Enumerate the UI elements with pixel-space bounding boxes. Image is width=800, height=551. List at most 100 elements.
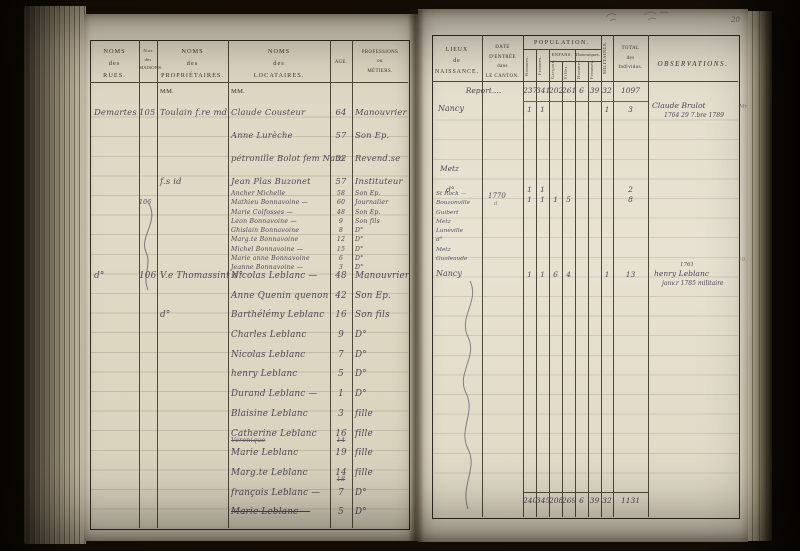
table-row: Marie Leblanc 19 fille [90,448,408,468]
tenant-name-cell: henry Leblanc [228,369,330,389]
grand-total: 1131 [620,496,641,505]
profession-cell: Manouvrier [355,107,407,117]
street-cell [90,448,139,468]
ledger-ruling [433,101,738,491]
age-value: 48 [335,271,347,281]
tenant-name: Durand Leblanc — [231,389,318,400]
column-header-total: TOTAL des Individus. [618,46,643,70]
tenant-name-cell: Barthélémy Leblanc [228,310,330,330]
street-cell [90,330,139,350]
pop-hommes: 1 [527,185,532,194]
total-garcons: 208 [549,496,564,505]
birthplace: St Rock — [436,191,467,197]
age-cell: 19 [330,448,352,468]
pencil-marks [605,11,669,22]
street-cell [90,389,139,409]
age-cell: 32 [330,153,352,176]
proprietor-cell [157,199,228,208]
subcolumn-label: Femmes. [537,55,542,76]
age-cell: 57 [330,130,352,153]
table-row: Blaisine Leblanc 3 fille [90,409,408,429]
population-marks-row: 1 1 2 [418,185,738,197]
profession-cell: Revend.se [355,153,401,163]
household-rows-cousteur: Demartes 105 Toulain f.re md Claude Cous… [90,107,408,199]
tenant-name-cell: Nicolas Leblanc [228,350,330,370]
tenant-name: Marie anne Bonnavoine [231,255,310,263]
pop-total: 2 [628,185,633,194]
house-number-cell [139,153,157,176]
right-page-fold-edge [746,11,772,541]
population-marks-row: 1 1 6 4 1 13 [418,270,738,282]
age-value: 5 [338,369,344,380]
birthplace: Nancy [436,269,462,278]
house-number-cell [139,130,157,153]
report-filles: 261 [562,86,577,95]
age-cell: 9 [330,330,352,350]
age-cell: 48 [330,271,352,291]
proprietor-cell: V.e Thomassint d° [160,271,244,281]
birthplace: d° [446,185,455,194]
pop-femmes: 1 [540,195,545,204]
tenant-name-cell: Michel Bonnavoine — [228,246,330,255]
column-header-militaires: MILITAIRES. [602,41,607,75]
profession-cell: D° [355,507,367,518]
profession-cell: D° [355,227,364,235]
age-value: 16 [335,428,347,439]
profession-cell: fille [355,448,373,459]
grid-line [157,40,158,528]
column-header-lieux: LIEUX de NAISSANCE. [435,47,479,75]
left-page: NOMS des RUES. N.os des MAISONS. NOMS de… [84,14,418,541]
house-number-cell [139,330,157,350]
profession-cell: D° [355,487,367,498]
column-header-maisons: N.os des MAISONS. [139,48,163,71]
observation-line: 1764 29 7.bre 1789 [664,112,724,120]
entry-date: 1770 [488,192,506,200]
margin-note: Mr [739,104,748,110]
age-cell: 5 [330,507,352,527]
tenant-name-cell: Jean Plas Buzonet [228,176,330,199]
observation-line: Claude Brulot [652,101,706,110]
subcolumn-label: Hommes. [524,55,529,76]
house-number-cell: 105 [139,107,156,117]
proprietor-cell [157,218,228,227]
tenant-name: françois Leblanc — [231,487,321,498]
pop-filles: 4 [566,270,571,279]
observation-line: 1761 [680,262,694,268]
book-gutter-shadow [408,10,424,542]
profession-cell: Son fils [355,310,390,321]
street-cell [90,190,139,199]
profession-cell: fille [355,467,373,478]
age-cell: 7 [330,488,352,508]
age-value: 9 [338,330,344,341]
birthplace: Nancy [438,104,464,113]
house-number-cell: 106 [139,199,152,207]
table-row: Catherine Leblanc Véronique 16 14 fille [90,429,408,449]
grid-line [228,40,229,528]
tenant-name: Barthélémy Leblanc [231,310,325,321]
pop-hommes: 1 [527,195,532,204]
tenant-name-cell: Marie Leblanc [228,448,330,468]
profession-cell: D° [355,349,367,360]
table-row: Charles Leblanc 9 D° [90,330,408,350]
profession-cell: D° [355,264,364,272]
pop-femmes: 1 [540,185,545,194]
age-value: 15 [336,245,346,253]
pop-garcons: 1 [553,195,558,204]
grid-line [613,35,614,517]
column-header-age: AGE. [334,60,348,65]
table-row: Marie anne Bonnavoine 6 D° [90,255,408,264]
margin-note: 10. [738,257,747,263]
profession-cell: Son Ep. [355,190,381,197]
grid-line [523,492,648,493]
street-cell [90,255,139,264]
age-cell: 3 [330,409,352,429]
tenant-name: Anne Quenin quenon [231,290,329,301]
tenant-name-cell: Blaisine Leblanc [228,409,330,429]
entry-date-note: d [494,201,498,207]
proprietor-cell [157,209,228,218]
tenant-name: Nicolas Leblanc [231,349,306,360]
birthplace-list: St Rock — Bouzonville Guibert Metz Lunéville… [436,190,488,264]
street-cell [90,488,139,508]
tenant-name: Jean Plas Buzonet [231,176,311,186]
street-cell [90,507,139,527]
